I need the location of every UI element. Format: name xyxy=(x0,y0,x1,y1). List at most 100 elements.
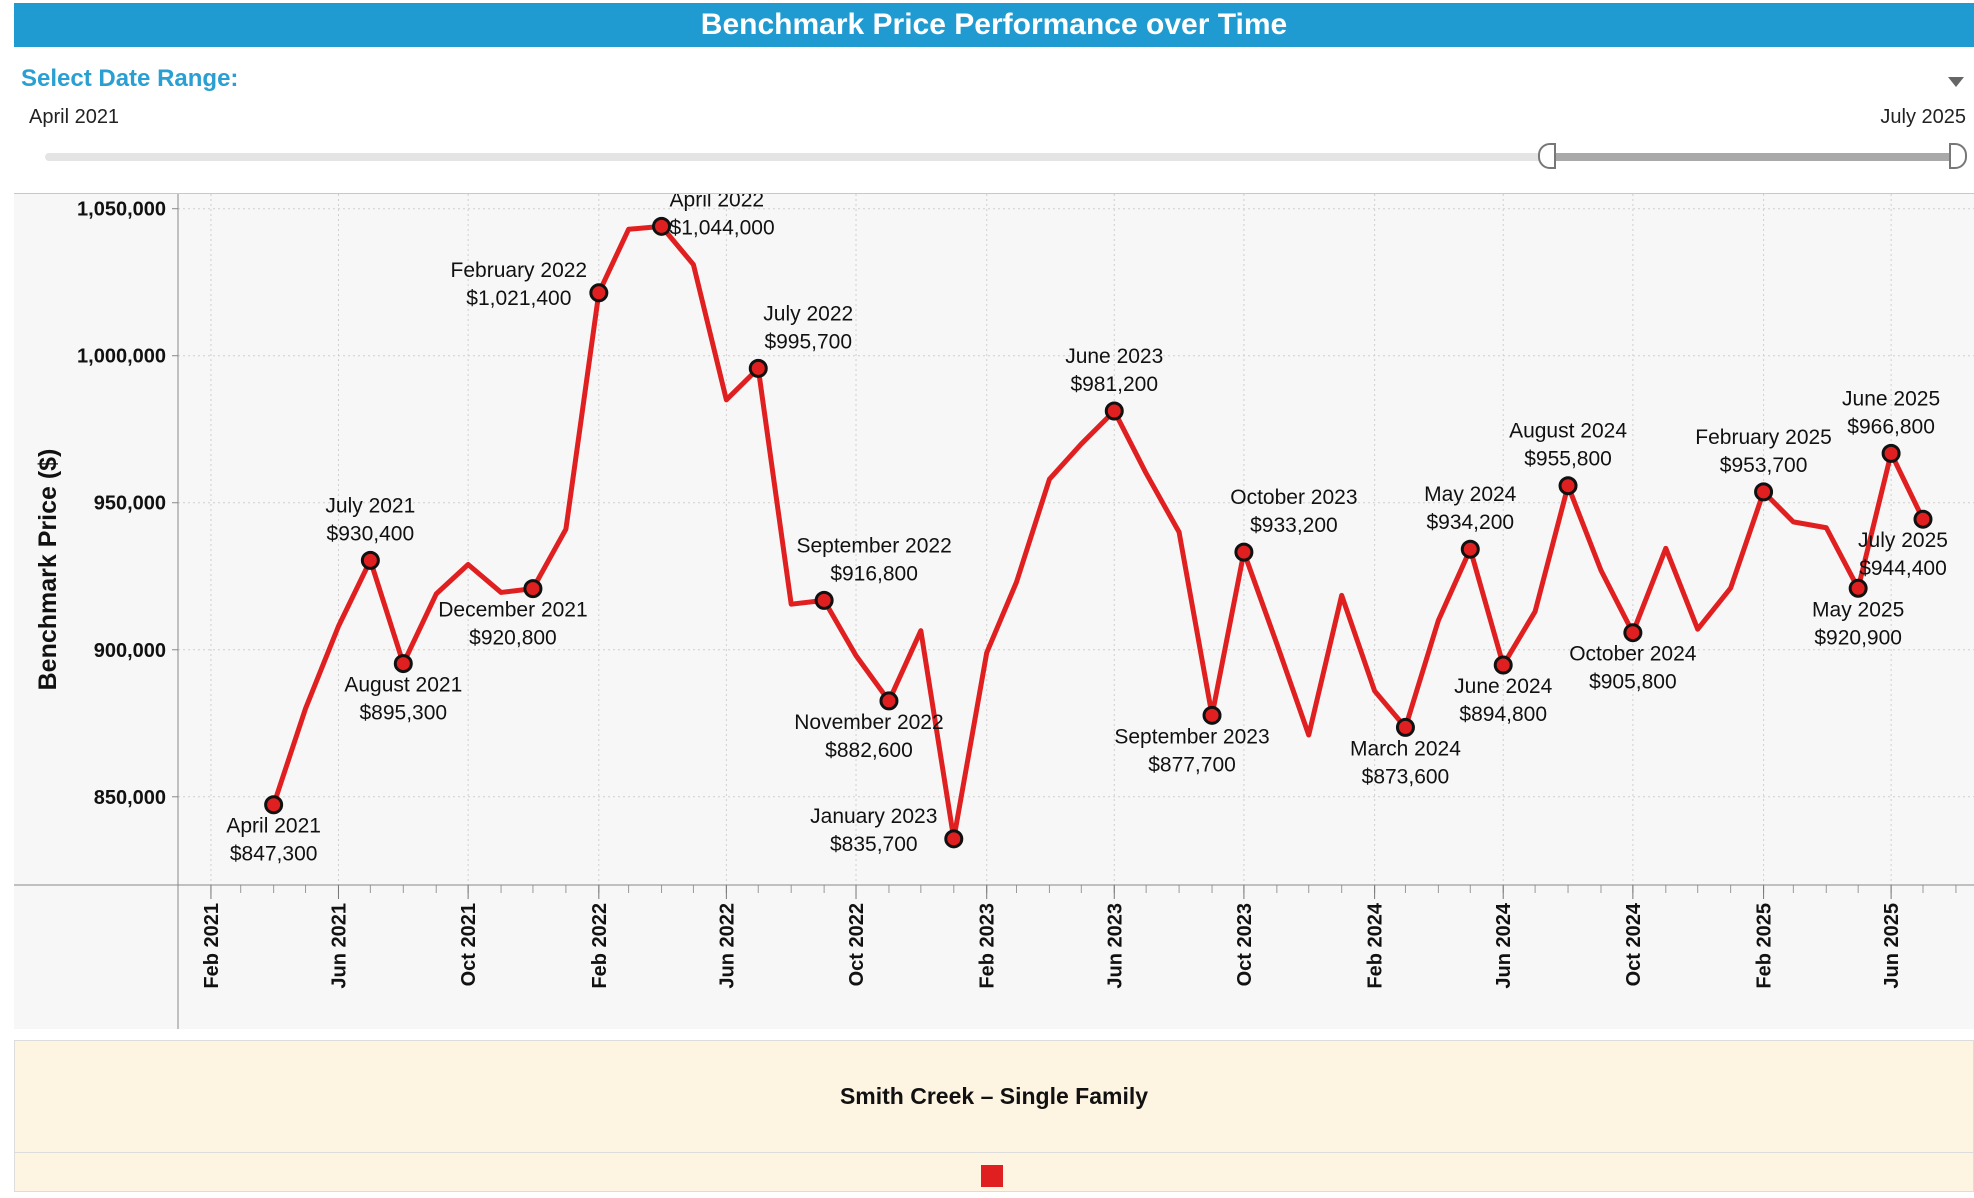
data-label-value: $895,300 xyxy=(360,702,448,725)
data-label-date: September 2023 xyxy=(1114,725,1269,748)
page-title: Benchmark Price Performance over Time xyxy=(700,8,1288,41)
data-point-marker xyxy=(1234,542,1254,562)
data-label-date: April 2022 xyxy=(670,194,765,211)
chart-area: 850,000 900,000 950,000 1,000,000 1,050,000 F… xyxy=(14,193,1974,1029)
legend-color-swatch[interactable] xyxy=(981,1165,1003,1187)
x-tick-label: Jun 2024 xyxy=(1493,902,1515,988)
data-label-date: August 2021 xyxy=(344,674,462,697)
data-label-date: April 2021 xyxy=(226,815,321,838)
data-label-value: $873,600 xyxy=(1362,765,1450,788)
x-tick-label: Jun 2021 xyxy=(328,903,350,989)
chevron-down-icon[interactable] xyxy=(1948,77,1964,87)
data-label-date: July 2025 xyxy=(1858,529,1948,552)
x-tick-label: Oct 2024 xyxy=(1623,902,1645,986)
data-label-value: $1,021,400 xyxy=(466,287,571,310)
x-tick-label: Jun 2023 xyxy=(1104,903,1126,989)
data-point-marker xyxy=(652,216,672,236)
data-label-date: January 2023 xyxy=(810,805,937,828)
x-tick-label: Oct 2022 xyxy=(846,903,868,986)
line-chart: 850,000 900,000 950,000 1,000,000 1,050,000 F… xyxy=(14,194,1974,1029)
data-label-value: $934,200 xyxy=(1426,511,1514,534)
x-tick-label: Jun 2022 xyxy=(716,903,738,989)
legend: Smith Creek – Single Family xyxy=(14,1040,1974,1192)
legend-divider xyxy=(15,1152,1973,1153)
data-point-marker xyxy=(360,550,380,570)
legend-series-name: Smith Creek – Single Family xyxy=(839,1083,1149,1109)
data-label-value: $930,400 xyxy=(327,522,415,545)
data-label-date: December 2021 xyxy=(438,599,587,622)
data-label-date: October 2024 xyxy=(1569,643,1697,666)
slider-end-handle[interactable] xyxy=(1949,143,1967,169)
x-tick-label: Jun 2025 xyxy=(1881,903,1903,989)
x-tick-label: Feb 2022 xyxy=(589,903,611,989)
date-range-end: July 2025 xyxy=(1880,106,1966,128)
data-point-marker xyxy=(1848,578,1868,598)
data-point-marker xyxy=(1558,476,1578,496)
data-point-marker xyxy=(1104,401,1124,421)
data-label-value: $966,800 xyxy=(1847,415,1935,438)
data-label-value: $995,700 xyxy=(764,330,852,353)
x-tick-label: Feb 2025 xyxy=(1754,903,1776,989)
data-point-marker xyxy=(589,283,609,303)
y-tick-label: 850,000 xyxy=(94,787,166,809)
data-label-date: June 2025 xyxy=(1842,387,1940,410)
data-point-marker xyxy=(1623,623,1643,643)
data-label-date: November 2022 xyxy=(794,711,943,734)
data-label-date: February 2025 xyxy=(1695,426,1832,449)
data-label-date: July 2021 xyxy=(325,494,415,517)
data-label-date: May 2024 xyxy=(1424,483,1517,506)
data-label-value: $894,800 xyxy=(1459,703,1547,726)
data-label-date: June 2023 xyxy=(1065,345,1163,368)
data-point-marker xyxy=(814,590,834,610)
data-label-value: $953,700 xyxy=(1720,454,1808,477)
x-tick-label: Oct 2023 xyxy=(1234,903,1256,986)
data-point-marker xyxy=(264,795,284,815)
data-label-value: $1,044,000 xyxy=(670,216,775,239)
data-point-marker xyxy=(944,829,964,849)
data-label-value: $944,400 xyxy=(1859,557,1947,580)
chart-title-bar: Benchmark Price Performance over Time xyxy=(14,3,1974,47)
y-tick-label: 950,000 xyxy=(94,493,166,515)
data-label-value: $916,800 xyxy=(830,562,918,585)
data-label-date: June 2024 xyxy=(1454,675,1552,698)
x-tick-label: Feb 2023 xyxy=(977,903,999,989)
y-tick-label: 1,000,000 xyxy=(77,346,166,368)
data-point-marker xyxy=(748,358,768,378)
data-point-marker xyxy=(1881,443,1901,463)
series-line xyxy=(271,223,1926,842)
date-range-slider-selection[interactable] xyxy=(1547,153,1957,161)
data-point-marker xyxy=(1460,539,1480,559)
data-label-value: $882,600 xyxy=(825,739,913,762)
data-point-marker xyxy=(1202,705,1222,725)
x-tick-label: Oct 2021 xyxy=(458,903,480,986)
data-label-date: August 2024 xyxy=(1509,420,1627,443)
data-point-marker xyxy=(393,654,413,674)
data-label-date: September 2022 xyxy=(796,534,951,557)
slider-start-handle[interactable] xyxy=(1538,143,1556,169)
data-point-marker xyxy=(879,691,899,711)
data-point-marker xyxy=(523,579,543,599)
data-label-value: $955,800 xyxy=(1524,448,1612,471)
data-label-value: $835,700 xyxy=(830,833,918,856)
data-label-value: $933,200 xyxy=(1250,514,1338,537)
data-label-value: $905,800 xyxy=(1589,671,1677,694)
data-label-value: $847,300 xyxy=(230,843,318,866)
data-point-marker xyxy=(1493,655,1513,675)
y-tick-label: 1,050,000 xyxy=(77,199,166,221)
x-tick-label: Feb 2021 xyxy=(201,903,223,989)
y-axis-title: Benchmark Price ($) xyxy=(34,449,62,691)
data-label-value: $920,900 xyxy=(1814,626,1902,649)
data-label-date: February 2022 xyxy=(451,259,588,282)
data-label-date: March 2024 xyxy=(1350,737,1461,760)
data-label-value: $981,200 xyxy=(1070,373,1158,396)
data-point-marker xyxy=(1754,482,1774,502)
y-tick-label: 900,000 xyxy=(94,640,166,662)
data-point-marker xyxy=(1913,509,1933,529)
x-tick-label: Feb 2024 xyxy=(1365,902,1387,988)
data-label-date: July 2022 xyxy=(763,302,853,325)
date-range-label: Select Date Range: xyxy=(21,65,239,92)
date-range-start: April 2021 xyxy=(29,106,120,128)
date-range-slider-track[interactable] xyxy=(45,153,1957,161)
data-label-value: $877,700 xyxy=(1148,753,1236,776)
data-label-date: May 2025 xyxy=(1812,598,1904,621)
